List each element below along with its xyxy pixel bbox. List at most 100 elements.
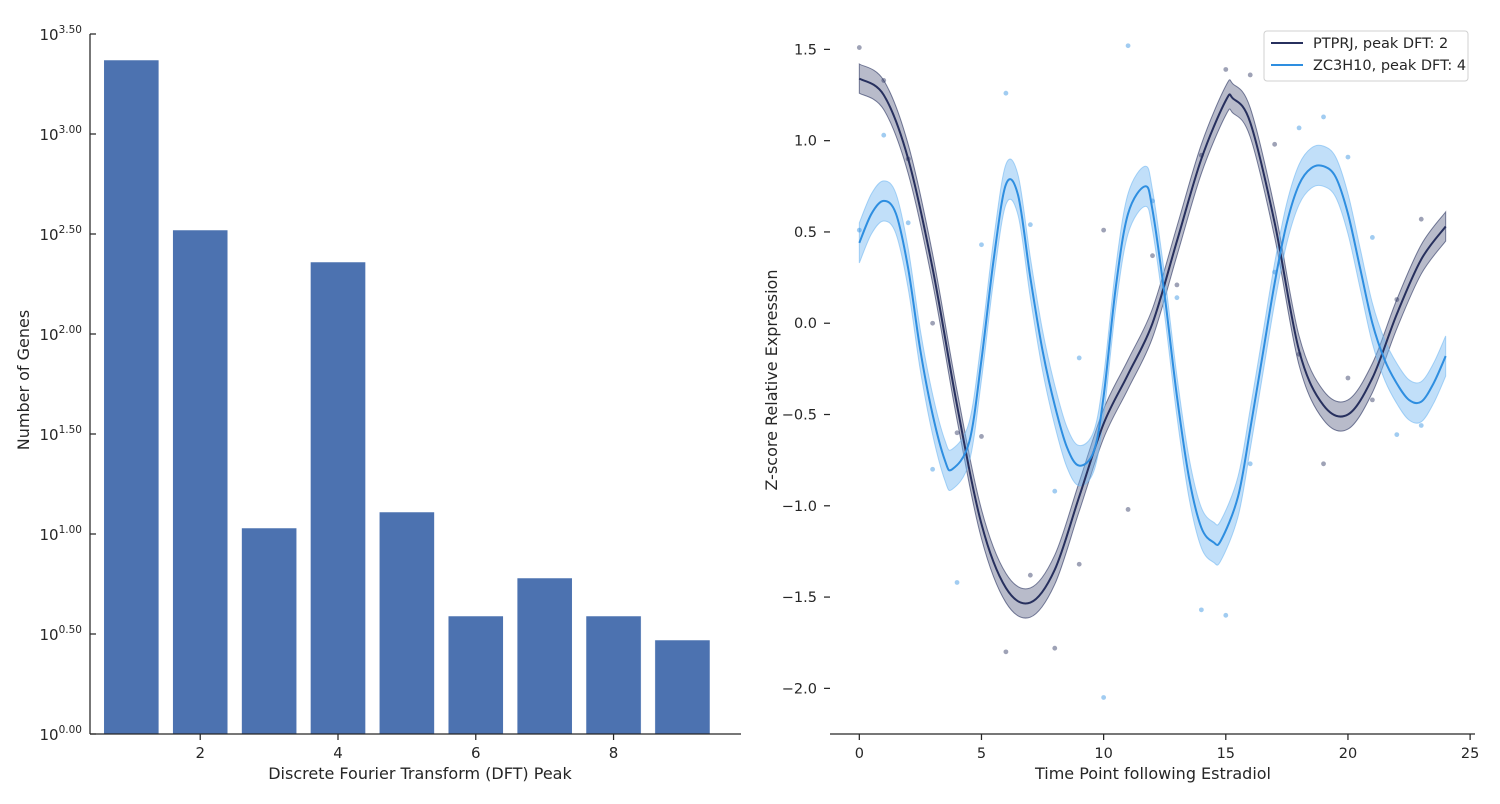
y-tick-label: 101.00 (40, 524, 82, 544)
x-tick-label: 15 (1217, 746, 1235, 762)
y-tick-exponent: 1.00 (59, 524, 82, 536)
data-point-ptprj (881, 78, 887, 83)
data-point-ptprj (1027, 572, 1033, 578)
data-point-zc3h10 (1101, 695, 1107, 700)
data-point-zc3h10 (954, 580, 960, 585)
data-point-ptprj (1345, 375, 1351, 381)
y-axis-ticks: 1.5 1.0 0.5 0.0 −0.5 −1.0 −1.5 −2.0 (782, 42, 830, 697)
bar-series (103, 59, 711, 735)
data-point-zc3h10 (1296, 125, 1302, 131)
legend-label-zc3h10: ZC3H10, peak DFT: 4 (1313, 58, 1466, 74)
data-point-zc3h10 (1150, 198, 1155, 204)
bar-dft-6 (447, 615, 504, 735)
data-point-ptprj (856, 45, 862, 50)
scatter-points (856, 43, 1424, 700)
bar-dft-1 (103, 59, 160, 735)
x-tick-label: 0 (855, 746, 864, 762)
y-tick-exponent: 3.50 (59, 24, 82, 36)
bar-dft-7 (516, 577, 573, 735)
bar-dft-4 (310, 261, 366, 735)
y-tick-label: 100.50 (40, 624, 82, 644)
bar-chart: 100.00 100.50 101.00 101.50 102.00 102.50 103.… (14, 24, 741, 783)
data-point-ptprj (1003, 649, 1009, 655)
data-point-zc3h10 (1394, 432, 1400, 437)
bar-dft-8 (585, 615, 642, 735)
data-point-zc3h10 (1272, 269, 1278, 275)
x-axis-label: Discrete Fourier Transform (DFT) Peak (268, 764, 572, 783)
legend-label-ptprj: PTPRJ, peak DFT: 2 (1313, 36, 1448, 52)
bar-dft-2 (172, 229, 229, 735)
data-point-zc3h10 (1076, 355, 1082, 361)
data-point-zc3h10 (979, 242, 984, 248)
legend: PTPRJ, peak DFT: 2 ZC3H10, peak DFT: 4 (1263, 30, 1469, 82)
y-tick-exponent: 3.00 (59, 124, 82, 136)
series-lines (858, 77, 1447, 605)
y-tick-label: −0.5 (782, 408, 817, 424)
y-tick-label: 101.50 (40, 424, 82, 444)
data-point-ptprj (1150, 253, 1155, 259)
data-point-ptprj (1369, 397, 1375, 403)
y-axis-ticks: 100.00 100.50 101.00 101.50 102.00 102.50 103.… (40, 24, 96, 744)
data-point-ptprj (1076, 561, 1082, 567)
y-tick-exponent: 2.50 (59, 224, 82, 236)
y-tick-label: 103.00 (40, 124, 82, 144)
y-tick-label: 1.5 (794, 42, 817, 58)
x-tick-label: 10 (1094, 746, 1112, 762)
data-point-ptprj (1125, 507, 1131, 512)
data-point-ptprj (1101, 227, 1107, 233)
data-point-ptprj (905, 156, 911, 162)
y-tick-label: 0.5 (794, 225, 817, 241)
x-axis-ticks: 2 4 6 8 (195, 734, 618, 762)
x-tick-label: 8 (609, 744, 619, 762)
data-point-ptprj (979, 434, 984, 439)
y-tick-label: 0.0 (794, 316, 817, 332)
data-point-zc3h10 (1003, 90, 1009, 96)
data-point-ptprj (1223, 67, 1229, 72)
data-point-ptprj (1174, 282, 1180, 288)
x-tick-label: 4 (333, 744, 343, 762)
y-tick-label: 102.00 (40, 324, 82, 344)
x-tick-label: 25 (1461, 746, 1479, 762)
data-point-zc3h10 (1345, 154, 1351, 160)
x-tick-label: 6 (471, 744, 481, 762)
y-tick-exponent: 0.50 (59, 624, 82, 636)
y-axis-label: Number of Genes (14, 310, 33, 450)
x-axis-ticks: 0 5 10 15 20 25 (855, 734, 1479, 762)
data-point-zc3h10 (1027, 222, 1033, 228)
data-point-ptprj (1418, 216, 1424, 222)
data-point-zc3h10 (1247, 461, 1253, 467)
y-tick-label: −1.5 (782, 590, 817, 606)
data-point-zc3h10 (856, 227, 862, 233)
data-point-zc3h10 (905, 220, 911, 226)
y-tick-label: 1.0 (794, 134, 817, 150)
data-point-ptprj (1272, 141, 1278, 147)
y-axis-label: Z-score Relative Expression (762, 270, 781, 491)
y-tick-label: 103.50 (40, 24, 82, 44)
data-point-ptprj (1198, 152, 1204, 158)
y-tick-label: 102.50 (40, 224, 82, 244)
data-point-ptprj (1321, 461, 1326, 467)
data-point-ptprj (1296, 351, 1302, 357)
x-tick-label: 2 (195, 744, 205, 762)
bar-dft-9 (654, 639, 711, 735)
data-point-zc3h10 (1052, 488, 1058, 494)
data-point-zc3h10 (1223, 612, 1229, 618)
y-tick-label: −2.0 (782, 681, 817, 697)
data-point-zc3h10 (1198, 607, 1204, 613)
data-point-ptprj (1394, 297, 1400, 302)
confidence-band-ptprj (858, 63, 1447, 619)
data-point-zc3h10 (930, 466, 936, 472)
legend-frame (1263, 30, 1469, 82)
bar-dft-5 (379, 511, 435, 735)
bar-dft-3 (241, 527, 297, 735)
data-point-zc3h10 (1369, 235, 1375, 240)
series-line-ptprj (858, 77, 1447, 605)
confidence-bands (858, 63, 1447, 619)
data-point-ptprj (954, 430, 960, 436)
y-tick-label: −1.0 (782, 499, 817, 515)
data-point-ptprj (930, 320, 936, 326)
confidence-band-zc3h10 (858, 144, 1447, 566)
data-point-zc3h10 (1321, 114, 1326, 120)
